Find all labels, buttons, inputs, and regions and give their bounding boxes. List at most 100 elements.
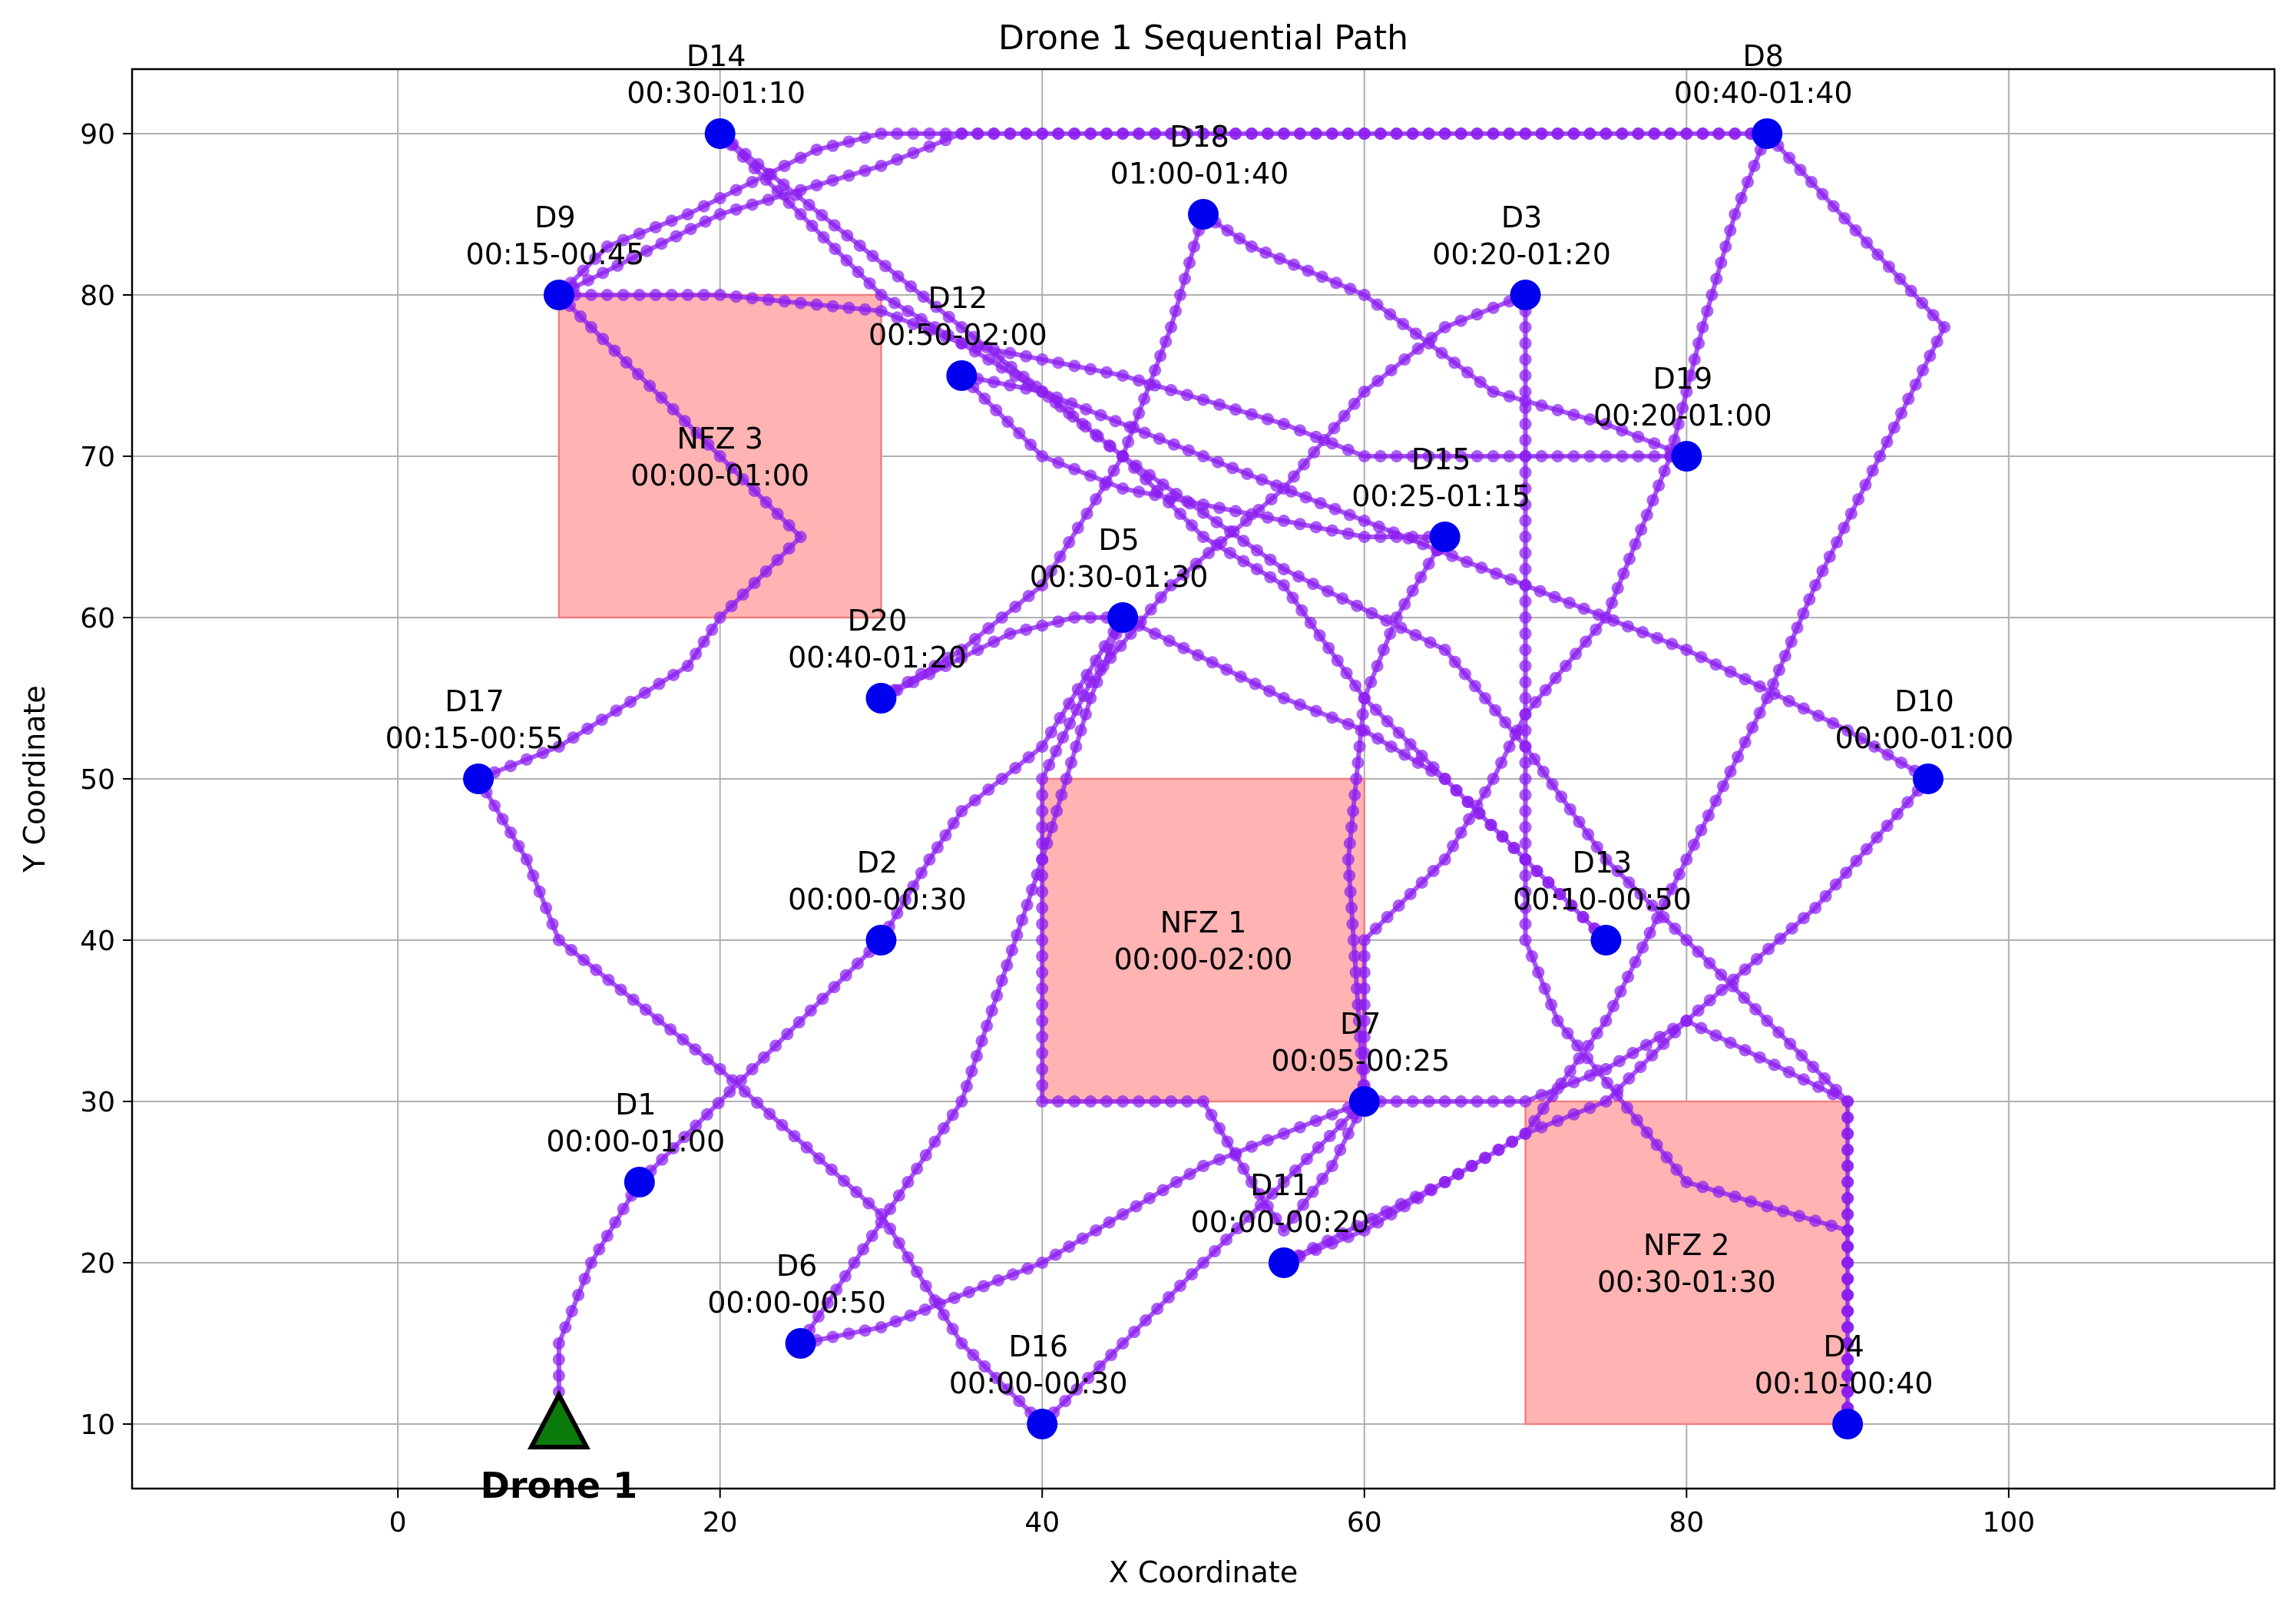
path-marker bbox=[1724, 665, 1737, 678]
path-marker bbox=[552, 1370, 565, 1382]
path-marker bbox=[1122, 436, 1135, 449]
path-marker bbox=[1264, 571, 1277, 584]
path-marker bbox=[1220, 1234, 1232, 1246]
path-marker bbox=[577, 953, 591, 966]
delivery-window: 00:40-01:40 bbox=[1674, 76, 1853, 110]
path-marker bbox=[1021, 1262, 1034, 1275]
delivery-label: D19 bbox=[1653, 362, 1713, 396]
path-marker bbox=[802, 198, 816, 211]
path-marker bbox=[1342, 1128, 1355, 1140]
path-marker bbox=[620, 356, 633, 369]
path-marker bbox=[1063, 1240, 1076, 1253]
path-marker bbox=[905, 280, 918, 293]
path-marker bbox=[1123, 420, 1136, 433]
path-marker bbox=[928, 660, 941, 672]
path-marker bbox=[1938, 321, 1950, 333]
path-marker bbox=[1138, 426, 1151, 439]
path-marker bbox=[1904, 284, 1917, 297]
path-marker bbox=[713, 192, 726, 204]
path-marker bbox=[1719, 240, 1732, 253]
path-marker bbox=[1036, 740, 1049, 753]
path-marker bbox=[649, 220, 662, 234]
path-marker bbox=[1530, 865, 1543, 877]
path-marker bbox=[1105, 1349, 1118, 1361]
delivery-label: D17 bbox=[445, 684, 505, 718]
path-marker bbox=[1117, 450, 1130, 462]
path-marker bbox=[1165, 321, 1177, 333]
path-marker bbox=[1844, 507, 1858, 520]
path-marker bbox=[1052, 128, 1065, 140]
path-marker bbox=[1197, 531, 1209, 543]
path-marker bbox=[1022, 751, 1035, 763]
path-marker bbox=[794, 531, 807, 543]
path-marker bbox=[1068, 359, 1081, 373]
path-marker bbox=[1355, 724, 1368, 737]
path-marker bbox=[649, 289, 662, 301]
path-marker bbox=[1068, 128, 1081, 140]
x-axis-label: X Coordinate bbox=[1109, 1555, 1298, 1589]
path-marker bbox=[968, 330, 981, 343]
path-marker bbox=[980, 340, 993, 353]
path-marker bbox=[1261, 511, 1274, 524]
path-marker bbox=[1648, 128, 1661, 140]
path-marker bbox=[1797, 702, 1810, 715]
path-marker bbox=[1406, 128, 1419, 140]
path-marker bbox=[584, 1257, 597, 1269]
path-marker bbox=[1398, 598, 1411, 611]
path-marker bbox=[1551, 128, 1564, 140]
path-marker bbox=[736, 588, 749, 601]
path-marker bbox=[988, 128, 1001, 140]
path-marker bbox=[1295, 604, 1308, 617]
path-marker bbox=[1709, 794, 1722, 807]
path-marker bbox=[1154, 591, 1167, 604]
path-marker bbox=[1036, 982, 1049, 995]
path-marker bbox=[1293, 698, 1306, 711]
path-marker bbox=[1153, 432, 1166, 445]
path-marker bbox=[1345, 902, 1358, 914]
path-marker bbox=[1358, 386, 1371, 398]
path-marker bbox=[1519, 482, 1532, 495]
path-marker bbox=[1782, 694, 1795, 707]
path-marker bbox=[690, 1119, 703, 1132]
path-marker bbox=[1841, 1176, 1854, 1188]
path-marker bbox=[1197, 506, 1209, 519]
path-marker bbox=[1312, 1141, 1325, 1154]
path-marker bbox=[841, 229, 854, 242]
path-marker bbox=[1646, 899, 1659, 912]
path-marker bbox=[942, 310, 955, 323]
path-marker bbox=[1422, 558, 1435, 570]
delivery-label: D13 bbox=[1573, 846, 1633, 879]
delivery-window: 00:00-01:00 bbox=[546, 1124, 725, 1158]
path-marker bbox=[1819, 889, 1832, 903]
path-marker bbox=[1471, 800, 1484, 812]
path-marker bbox=[1160, 335, 1173, 348]
path-marker bbox=[1680, 934, 1693, 946]
path-marker bbox=[578, 1273, 591, 1285]
y-tick-label: 90 bbox=[80, 119, 115, 151]
nfz-window: 00:30-01:30 bbox=[1597, 1265, 1776, 1299]
path-marker bbox=[713, 450, 726, 462]
path-marker bbox=[1724, 1036, 1737, 1049]
path-marker bbox=[1592, 608, 1605, 621]
path-marker bbox=[1551, 1082, 1564, 1095]
delivery-point-d3 bbox=[1510, 280, 1541, 310]
path-marker bbox=[1270, 479, 1283, 492]
path-marker bbox=[902, 305, 915, 317]
path-marker bbox=[1026, 883, 1039, 896]
path-marker bbox=[1563, 803, 1576, 816]
path-marker bbox=[907, 128, 920, 140]
path-marker bbox=[1724, 765, 1737, 778]
path-marker bbox=[1435, 346, 1448, 359]
path-marker bbox=[1658, 897, 1671, 910]
path-marker bbox=[928, 1294, 941, 1307]
path-marker bbox=[729, 290, 743, 303]
path-marker bbox=[1519, 547, 1532, 559]
path-marker bbox=[1385, 1208, 1398, 1221]
path-marker bbox=[1809, 579, 1822, 591]
path-marker bbox=[1068, 611, 1081, 624]
path-marker bbox=[582, 273, 594, 286]
path-marker bbox=[1738, 992, 1751, 1004]
path-marker bbox=[1288, 470, 1300, 483]
path-marker bbox=[946, 1108, 959, 1121]
path-marker bbox=[1064, 717, 1077, 730]
